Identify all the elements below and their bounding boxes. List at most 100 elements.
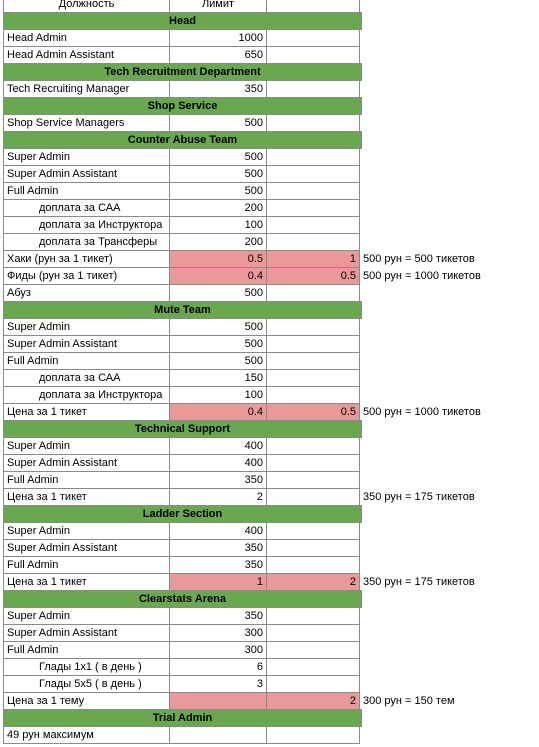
empty-cell	[266, 437, 360, 455]
value-cell: 300	[169, 624, 267, 642]
label-cell: Full Admin	[3, 471, 170, 489]
value-cell: 2	[169, 488, 267, 506]
label-cell: доплата за Инструктора	[3, 216, 170, 234]
label-cell: Full Admin	[3, 352, 170, 370]
value-cell: 100	[169, 216, 267, 234]
value-cell: 400	[169, 454, 267, 472]
empty-cell	[169, 726, 267, 744]
empty-cell	[266, 148, 360, 166]
empty-cell	[266, 539, 360, 557]
label-cell: Full Admin	[3, 182, 170, 200]
value-cell: 350	[169, 607, 267, 625]
empty-cell	[266, 46, 360, 64]
empty-cell	[266, 335, 360, 353]
value-cell: 200	[169, 199, 267, 217]
label-cell: Цена за 1 тему	[3, 692, 170, 710]
empty-cell	[266, 352, 360, 370]
label-cell: доплата за Трансферы	[3, 233, 170, 251]
empty-cell	[266, 607, 360, 625]
value-cell: 0.4	[169, 267, 267, 285]
label-cell: Super Admin Assistant	[3, 624, 170, 642]
value-cell: 0.5	[266, 267, 360, 285]
value-cell: 500	[169, 284, 267, 302]
value-cell: 200	[169, 233, 267, 251]
section-header: Head	[3, 12, 362, 30]
note: 350 рун = 175 тикетов	[363, 491, 475, 503]
label-cell: Super Admin	[3, 522, 170, 540]
value-cell: 150	[169, 369, 267, 387]
empty-cell	[266, 522, 360, 540]
value-cell: 500	[169, 182, 267, 200]
section-header: Trial Admin	[3, 709, 362, 727]
value-cell: 500	[169, 335, 267, 353]
empty-cell	[266, 471, 360, 489]
label-cell: Full Admin	[3, 641, 170, 659]
label-cell: Абуз	[3, 284, 170, 302]
label-cell: Shop Service Managers	[3, 114, 170, 132]
section-header: Counter Abuse Team	[3, 131, 362, 149]
empty-cell	[266, 386, 360, 404]
value-cell: 650	[169, 46, 267, 64]
value-cell: 0.5	[169, 250, 267, 268]
label-cell: доплата за Инструктора	[3, 386, 170, 404]
value-cell: 500	[169, 165, 267, 183]
note: 500 рун = 1000 тикетов	[363, 406, 481, 418]
label-cell: Цена за 1 тикет	[3, 488, 170, 506]
section-header: Shop Service	[3, 97, 362, 115]
label-cell: Super Admin Assistant	[3, 539, 170, 557]
note: 350 рун = 175 тикетов	[363, 576, 475, 588]
empty-cell	[266, 658, 360, 676]
label-cell: Super Admin Assistant	[3, 454, 170, 472]
empty-cell	[266, 182, 360, 200]
label-cell: Фиды (рун за 1 тикет)	[3, 267, 170, 285]
empty-cell	[266, 233, 360, 251]
note: 300 рун = 150 тем	[363, 695, 455, 707]
empty-cell	[266, 165, 360, 183]
value-cell: 1	[266, 250, 360, 268]
value-cell: 6	[169, 658, 267, 676]
label-cell: доплата за САА	[3, 369, 170, 387]
value-cell: 0.4	[169, 403, 267, 421]
value-cell: 1000	[169, 29, 267, 47]
label-cell: 49 рун максимум	[3, 726, 170, 744]
empty-cell	[266, 216, 360, 234]
label-cell: Super Admin	[3, 148, 170, 166]
value-cell: 350	[169, 539, 267, 557]
label-cell: Глады 5x5 ( в день )	[3, 675, 170, 693]
label-cell: доплата за САА	[3, 199, 170, 217]
value-cell: 500	[169, 318, 267, 336]
section-header: Tech Recruitment Department	[3, 63, 362, 81]
empty-cell	[266, 114, 360, 132]
label-cell: Хаки (рун за 1 тикет)	[3, 250, 170, 268]
label-cell: Цена за 1 тикет	[3, 403, 170, 421]
section-header: Ladder Section	[3, 505, 362, 523]
label-cell: Full Admin	[3, 556, 170, 574]
label-cell: Глады 1x1 ( в день )	[3, 658, 170, 676]
empty-cell	[266, 488, 360, 506]
value-cell: 350	[169, 556, 267, 574]
value-cell: 500	[169, 148, 267, 166]
empty-cell	[266, 369, 360, 387]
empty-cell	[266, 641, 360, 659]
empty-cell	[266, 624, 360, 642]
empty-cell	[266, 318, 360, 336]
note: 500 рун = 1000 тикетов	[363, 270, 481, 282]
empty-cell	[266, 199, 360, 217]
value-cell: 0.5	[266, 403, 360, 421]
label-cell: Super Admin	[3, 437, 170, 455]
section-header: Clearstats Arena	[3, 590, 362, 608]
empty-cell	[266, 454, 360, 472]
empty-cell	[266, 29, 360, 47]
empty-cell	[266, 556, 360, 574]
section-header: Mute Team	[3, 301, 362, 319]
section-header: Technical Support	[3, 420, 362, 438]
label-cell: Head Admin	[3, 29, 170, 47]
value-cell: 2	[266, 573, 360, 591]
value-cell: 350	[169, 80, 267, 98]
label-cell: Super Admin	[3, 318, 170, 336]
value-cell: 1	[169, 573, 267, 591]
label-cell: Head Admin Assistant	[3, 46, 170, 64]
empty-cell	[266, 726, 360, 744]
value-cell: 100	[169, 386, 267, 404]
